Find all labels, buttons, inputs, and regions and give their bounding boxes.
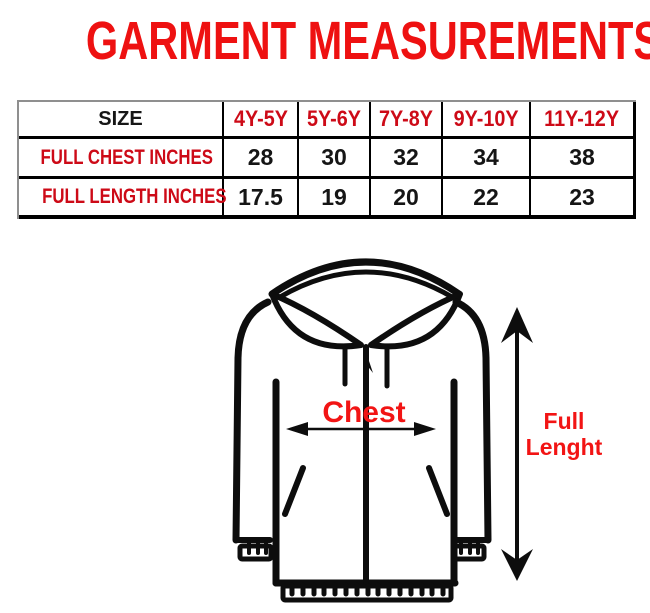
size-chart-table: SIZE 4Y-5Y 5Y-6Y 7Y-8Y 9Y-10Y 11Y-12Y FU… — [17, 100, 636, 219]
col-header-9y-10y: 9Y-10Y — [443, 102, 531, 139]
right-pocket-slash — [426, 465, 450, 517]
left-cuff-ribbing — [247, 540, 268, 555]
length-value-9y-10y: 22 — [443, 179, 531, 219]
right-cuff-ribbing — [459, 540, 480, 555]
chest-value-9y-10y: 34 — [443, 139, 531, 179]
length-value-11y-12y: 23 — [531, 179, 636, 219]
length-value-7y-8y: 20 — [371, 179, 443, 219]
left-pocket-slash — [282, 465, 306, 517]
length-value-5y-6y: 19 — [299, 179, 371, 219]
arrowhead-left-icon — [286, 422, 308, 436]
arrowhead-right-icon — [414, 422, 436, 436]
full-length-label-cell: FULL LENGTH INCHES — [19, 179, 227, 219]
col-header-7y-8y: 7Y-8Y — [371, 102, 443, 139]
chest-label: Chest — [322, 396, 405, 429]
hood-outer-rim — [268, 258, 463, 298]
left-cuff-band — [237, 543, 274, 562]
chest-value-11y-12y: 38 — [531, 139, 636, 179]
page-title: GARMENT MEASUREMENTS — [0, 14, 650, 68]
hood-inner-rim — [277, 269, 455, 300]
right-shoulder-sleeve-line — [452, 298, 492, 544]
chest-value-4y-5y: 28 — [224, 139, 299, 179]
chest-value-5y-6y: 30 — [299, 139, 371, 179]
chest-value-7y-8y: 32 — [371, 139, 443, 179]
zipper-pull-icon — [366, 352, 373, 373]
table-row-full-chest: FULL CHEST INCHES 28 30 32 34 38 — [19, 139, 636, 179]
arrowhead-down-icon — [501, 549, 533, 581]
hem-ribbing — [289, 582, 446, 597]
full-chest-label-cell: FULL CHEST INCHES — [19, 139, 224, 179]
hood-left-panel — [269, 291, 364, 350]
size-header-label: SIZE — [98, 107, 143, 130]
length-value-4y-5y: 17.5 — [224, 179, 299, 219]
size-header-cell: SIZE — [19, 102, 224, 139]
hood-right-panel — [368, 291, 463, 350]
col-header-4y-5y: 4Y-5Y — [224, 102, 299, 139]
col-header-11y-12y: 11Y-12Y — [531, 102, 636, 139]
page-title-text: GARMENT MEASUREMENTS — [85, 11, 650, 71]
left-shoulder-sleeve-line — [232, 298, 272, 544]
table-row-full-length: FULL LENGTH INCHES 17.5 19 20 22 23 — [19, 179, 636, 219]
full-length-label-line2: Lenght — [526, 434, 603, 460]
col-header-5y-6y: 5Y-6Y — [299, 102, 371, 139]
table-header-row: SIZE 4Y-5Y 5Y-6Y 7Y-8Y 9Y-10Y 11Y-12Y — [19, 102, 636, 139]
arrowhead-up-icon — [501, 307, 533, 343]
full-length-label-line1: Full — [544, 408, 585, 434]
